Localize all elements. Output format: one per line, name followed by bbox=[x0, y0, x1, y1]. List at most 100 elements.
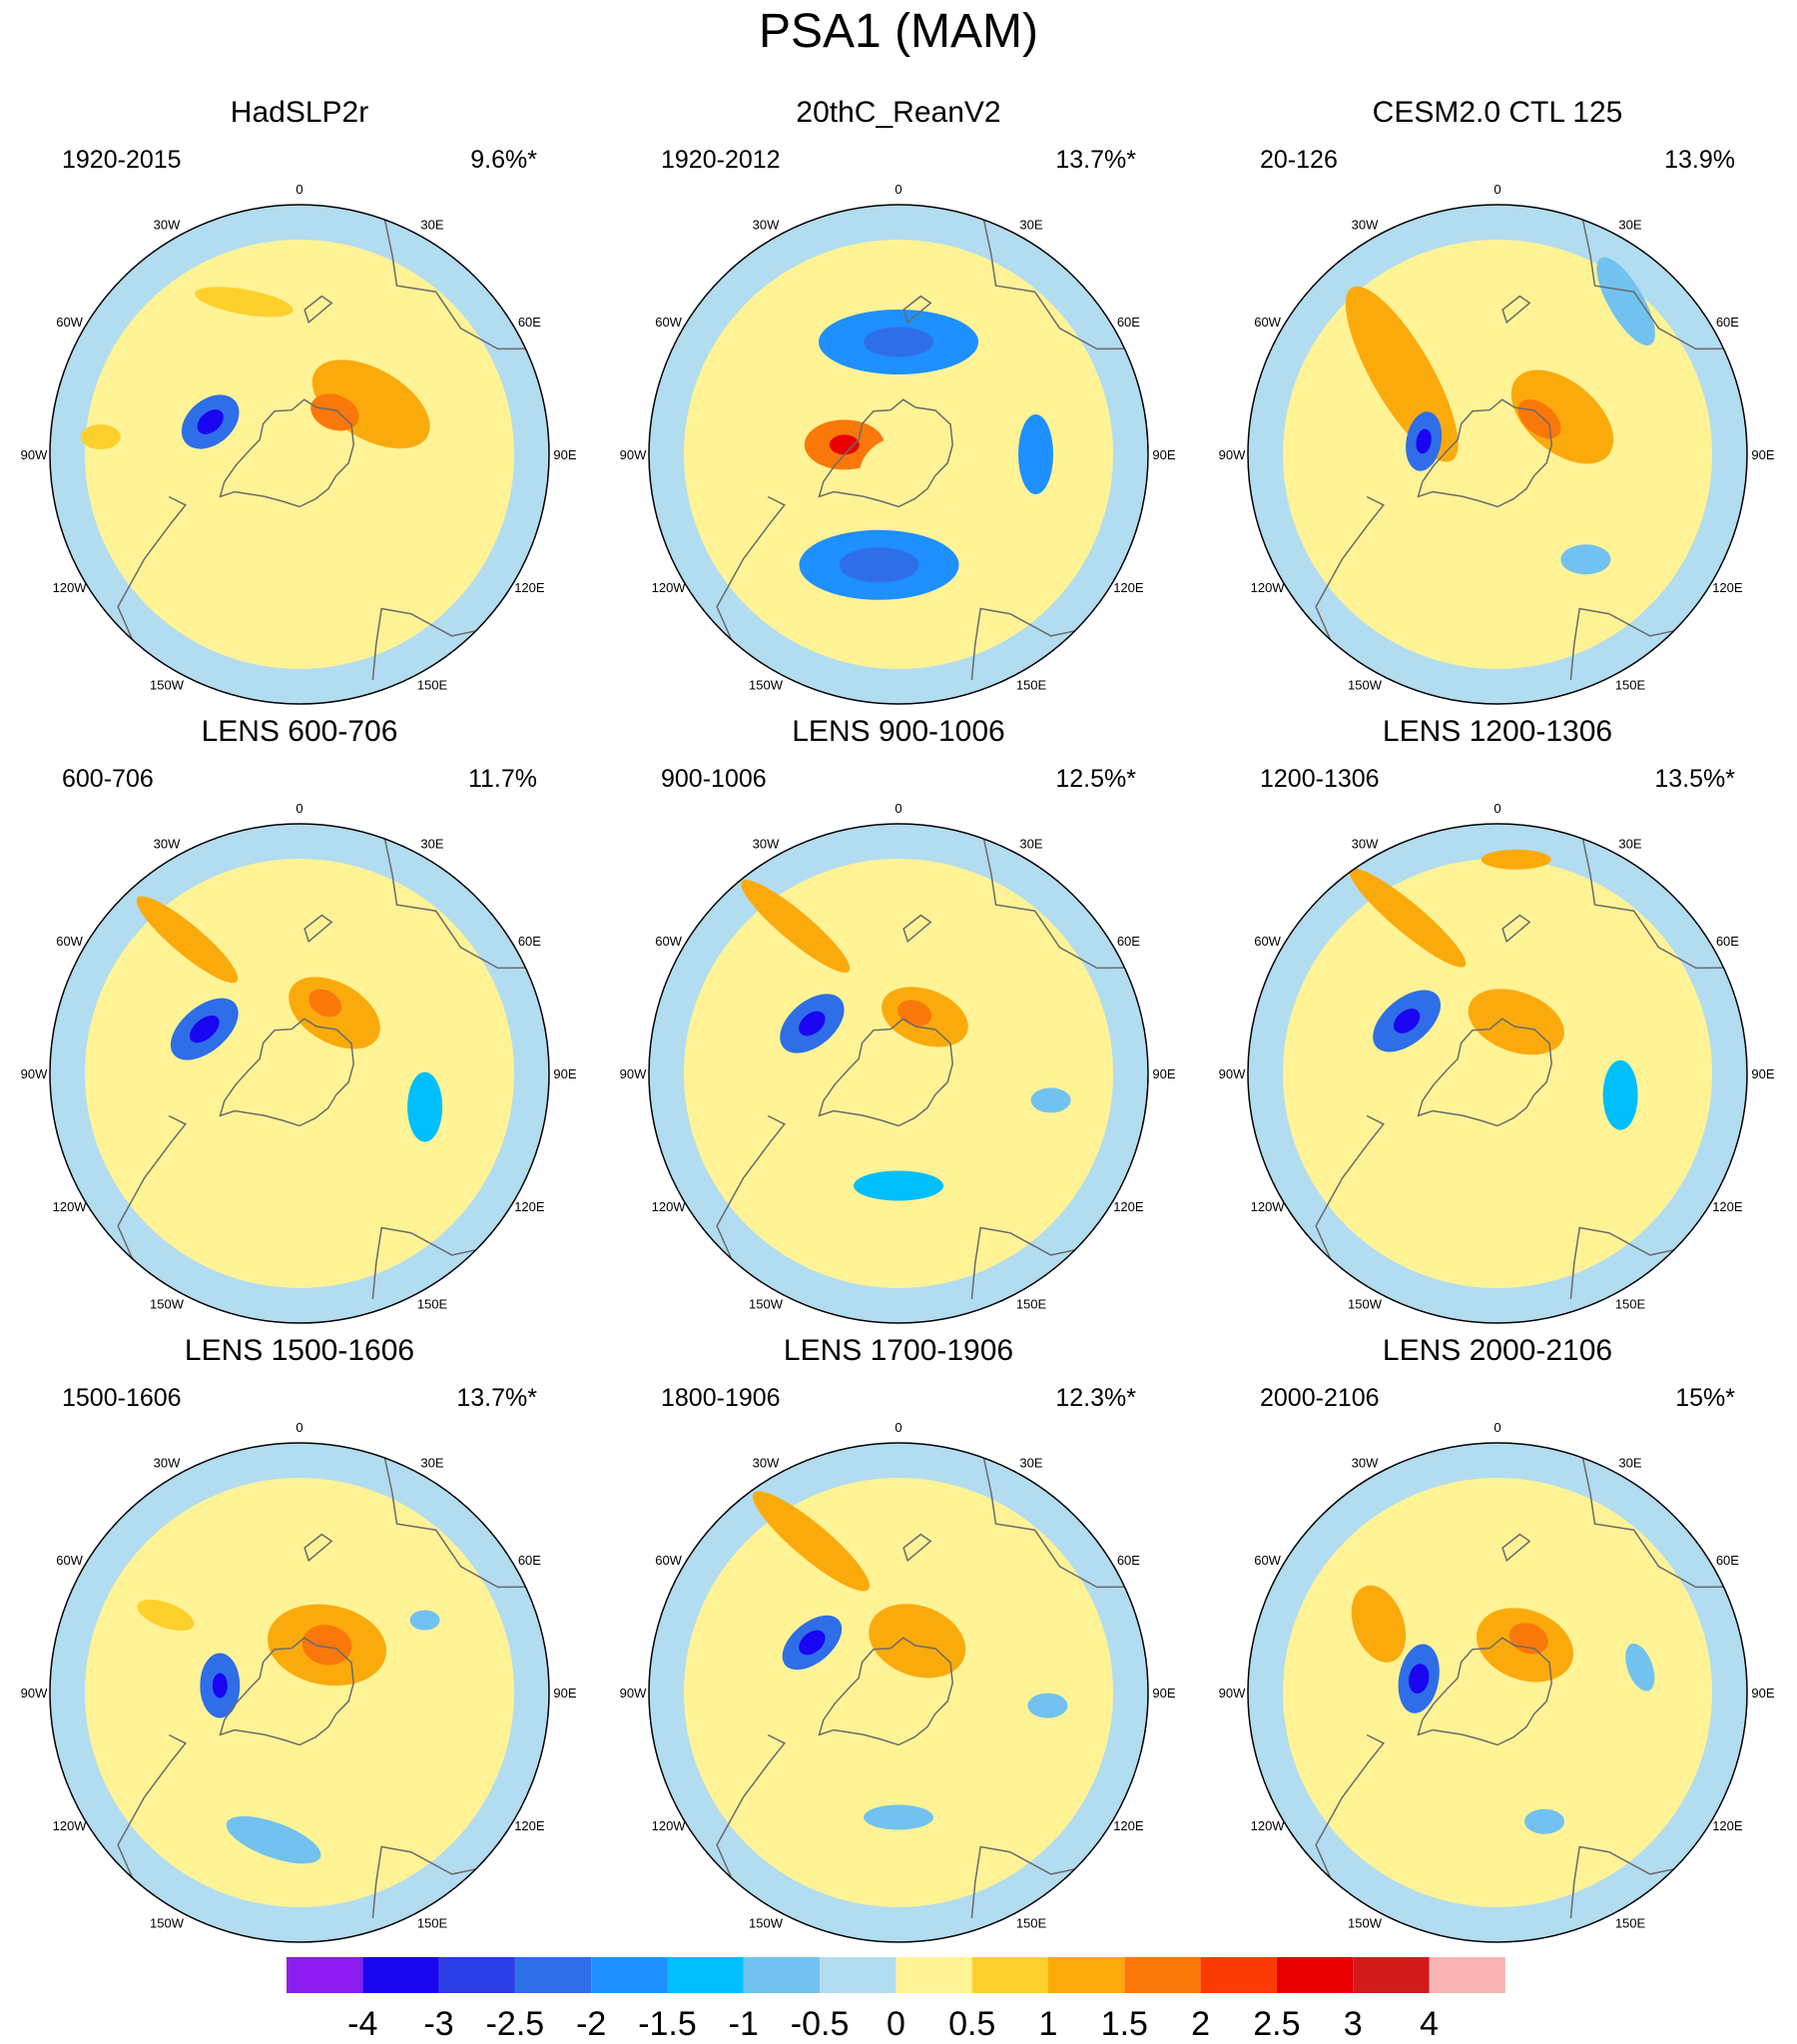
panel-period: 1920-2015 bbox=[62, 146, 182, 174]
negative-anomaly-contour bbox=[1560, 544, 1611, 575]
longitude-label: 60E bbox=[518, 315, 541, 330]
longitude-label: 150W bbox=[749, 1296, 784, 1311]
longitude-label: 30W bbox=[1352, 218, 1379, 233]
longitude-label: 180 bbox=[888, 1332, 909, 1333]
panel-title: LENS 2000-2106 bbox=[1382, 1334, 1613, 1367]
negative-anomaly-contour bbox=[212, 1673, 228, 1699]
negative-anomaly-contour bbox=[407, 1071, 443, 1142]
longitude-label: 90E bbox=[1152, 1686, 1175, 1701]
longitude-label: 0 bbox=[895, 1420, 901, 1435]
panel-period: 1800-1906 bbox=[661, 1384, 781, 1412]
coastline-australia bbox=[1581, 1457, 1724, 1589]
longitude-label: 150E bbox=[417, 677, 448, 692]
map-boundary bbox=[648, 204, 1149, 705]
longitude-label: 90E bbox=[1751, 1066, 1774, 1081]
map-panel: 0 30E 60E 90E 120E 150E 180 150W 120W 90W 60W 30W Ha… bbox=[20, 95, 579, 714]
coastline-new-zealand bbox=[303, 914, 333, 944]
longitude-label: 120W bbox=[1251, 1818, 1286, 1833]
negative-anomaly-contour bbox=[1393, 1009, 1421, 1033]
longitude-label: 30E bbox=[1019, 837, 1042, 852]
map-panel: 0 30E 60E 90E 120E 150E 180 150W 120W 90W 60W 30W 20… bbox=[619, 95, 1178, 714]
negative-anomaly-contour bbox=[1596, 257, 1655, 345]
colorbar-swatch bbox=[1200, 1957, 1277, 1993]
polar-map: 0 30E 60E 90E 120E 150E 180 150W 120W 90W 60W 30W bbox=[21, 1420, 577, 1952]
longitude-label: 120E bbox=[1712, 1199, 1743, 1214]
coastline-antarctica bbox=[219, 398, 354, 508]
polar-map: 0 30E 60E 90E 120E 150E 180 150W 120W 90W 60W 30W bbox=[620, 1420, 1176, 1952]
coastline-south-america bbox=[716, 495, 786, 641]
longitude-label: 0 bbox=[296, 182, 302, 197]
negative-anomaly-contour bbox=[226, 1815, 321, 1864]
coastline-antarctica bbox=[818, 1018, 953, 1127]
longitude-label: 120W bbox=[53, 1818, 88, 1833]
positive-anomaly-contour bbox=[1351, 1585, 1407, 1663]
map-boundary bbox=[648, 1442, 1149, 1943]
longitude-label: 180 bbox=[289, 713, 310, 714]
longitude-label: 0 bbox=[296, 801, 302, 816]
coastline-africa bbox=[1569, 607, 1674, 680]
longitude-label: 120E bbox=[514, 580, 545, 595]
longitude-label: 60E bbox=[1716, 934, 1739, 949]
coastline-new-zealand bbox=[902, 914, 932, 944]
polar-map: 0 30E 60E 90E 120E 150E 180 150W 120W 90W 60W 30W bbox=[21, 182, 577, 714]
negative-anomaly-contour bbox=[854, 1170, 943, 1201]
coastline-south-america bbox=[716, 1114, 786, 1260]
longitude-label: 90W bbox=[620, 1686, 647, 1701]
panel-title: LENS 1700-1906 bbox=[783, 1334, 1014, 1367]
longitude-label: 150E bbox=[1016, 1915, 1047, 1930]
longitude-label: 0 bbox=[895, 182, 901, 197]
panel-period: 1200-1306 bbox=[1260, 765, 1380, 793]
coastline-africa bbox=[1569, 1226, 1674, 1299]
colorbar-tick-label: 0.5 bbox=[948, 2005, 995, 2043]
longitude-label: 120E bbox=[514, 1199, 545, 1214]
colorbar-tick-label: -1 bbox=[729, 2005, 759, 2043]
negative-anomaly-contour bbox=[1018, 414, 1053, 494]
negative-anomaly-contour bbox=[1030, 1087, 1071, 1113]
coastline-south-america bbox=[1315, 1114, 1385, 1260]
map-panel: 0 30E 60E 90E 120E 150E 180 150W 120W 90W 60W 30W LE… bbox=[1218, 1333, 1777, 1952]
panel-title: CESM2.0 CTL 125 bbox=[1372, 96, 1623, 129]
coastline-australia bbox=[1581, 838, 1724, 970]
longitude-label: 30W bbox=[154, 218, 181, 233]
longitude-label: 150W bbox=[749, 1915, 784, 1930]
coastline-antarctica bbox=[1417, 1018, 1552, 1127]
colorbar-swatch bbox=[971, 1957, 1048, 1993]
coastline-south-america bbox=[117, 1114, 187, 1260]
colorbar-swatch bbox=[743, 1957, 821, 1993]
longitude-label: 150E bbox=[1615, 1915, 1646, 1930]
panel-variance-explained: 12.5%* bbox=[1055, 765, 1136, 793]
positive-anomaly-contour bbox=[1510, 369, 1614, 464]
panel-title: LENS 900-1006 bbox=[792, 715, 1005, 748]
longitude-label: 30E bbox=[420, 1456, 443, 1471]
polar-map: 0 30E 60E 90E 120E 150E 180 150W 120W 90W 60W 30W bbox=[620, 182, 1176, 714]
longitude-label: 180 bbox=[888, 713, 909, 714]
longitude-label: 180 bbox=[888, 1951, 909, 1952]
colorbar-swatch bbox=[362, 1957, 439, 1993]
coastline-australia bbox=[982, 219, 1125, 350]
colorbar-tick-label: -4 bbox=[347, 2005, 377, 2043]
longitude-label: 150E bbox=[1016, 677, 1047, 692]
longitude-label: 120W bbox=[53, 580, 88, 595]
coastline-africa bbox=[371, 1845, 476, 1918]
positive-anomaly-contour bbox=[860, 433, 970, 514]
longitude-label: 180 bbox=[289, 1332, 310, 1333]
longitude-label: 30W bbox=[753, 837, 780, 852]
panel-title: LENS 600-706 bbox=[201, 715, 398, 748]
colorbar-tick-label: -2 bbox=[576, 2005, 606, 2043]
coastline-antarctica bbox=[1417, 1637, 1552, 1746]
longitude-label: 180 bbox=[1487, 713, 1508, 714]
negative-anomaly-contour bbox=[799, 1630, 826, 1656]
longitude-label: 60E bbox=[1117, 1553, 1140, 1568]
panel-variance-explained: 12.3%* bbox=[1055, 1384, 1136, 1412]
longitude-label: 90W bbox=[620, 1066, 647, 1081]
colorbar-swatch bbox=[1048, 1957, 1125, 1993]
longitude-label: 180 bbox=[1487, 1332, 1508, 1333]
longitude-label: 60E bbox=[518, 1553, 541, 1568]
colorbar-tick-label: 2 bbox=[1191, 2005, 1210, 2043]
coastline-antarctica bbox=[219, 1637, 354, 1746]
longitude-label: 60W bbox=[56, 934, 83, 949]
negative-anomaly-contour bbox=[839, 547, 919, 583]
colorbar-swatch bbox=[1276, 1957, 1354, 1993]
polar-map: 0 30E 60E 90E 120E 150E 180 150W 120W 90W 60W 30W bbox=[1219, 801, 1775, 1333]
figure-title: PSA1 (MAM) bbox=[758, 5, 1039, 58]
